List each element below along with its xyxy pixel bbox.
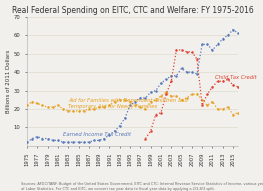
Text: Aid for Families with Dependent Children and
Temporary Aid for Needy Families: Aid for Families with Dependent Children… bbox=[68, 98, 188, 109]
Text: Earned Income Tax Credit: Earned Income Tax Credit bbox=[63, 132, 131, 137]
Text: Sources: AFDC/TANF: Budget of the United States Government; EITC and CTC: Intern: Sources: AFDC/TANF: Budget of the United… bbox=[21, 182, 263, 191]
Y-axis label: Billions of 2011 Dollars: Billions of 2011 Dollars bbox=[6, 50, 11, 113]
Text: Child Tax Credit: Child Tax Credit bbox=[215, 75, 257, 80]
Title: Real Federal Spending on EITC, CTC and Welfare: FY 1975-2016: Real Federal Spending on EITC, CTC and W… bbox=[12, 6, 254, 15]
